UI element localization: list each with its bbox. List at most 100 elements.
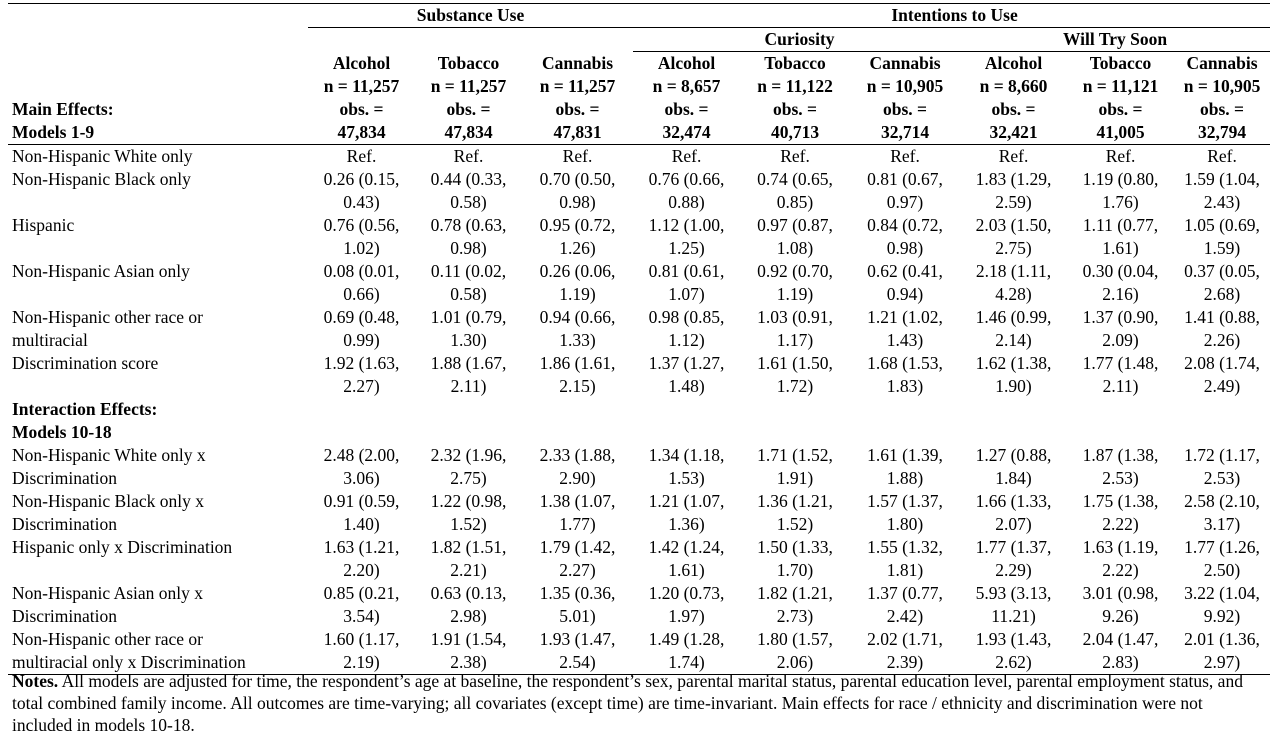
row-label: Non-Hispanic White only x Discrimination (8, 444, 308, 490)
column-obs-value: 47,831 (553, 121, 602, 142)
cell-line: 0.26 (0.15, (323, 169, 400, 189)
row-label: Non-Hispanic Asian only (8, 260, 308, 306)
table-cell: 1.75 (1.38, 2.22) (1067, 490, 1174, 536)
cell-line: 1.61) (668, 560, 705, 580)
cell-line: 0.98) (450, 238, 487, 258)
column-header-cannabis: Cannabis n = 11,257 obs. = 47,831 (522, 51, 634, 145)
cell-line: 1.91) (776, 468, 814, 488)
interaction-effects-title: Interaction Effects: (12, 399, 158, 419)
cell-line: 1.82 (1.51, (430, 537, 507, 557)
column-obs-label: obs. = (773, 99, 818, 119)
table-cell: 2.32 (1.96, 2.75) (415, 444, 522, 490)
column-n: n = 10,905 (866, 76, 944, 96)
cell-line: 1.72 (1.17, (1184, 445, 1260, 465)
table-cell: Ref. (740, 145, 850, 169)
table-cell: 1.62 (1.38, 1.90) (960, 352, 1067, 398)
column-header-cannabis: Cannabis n = 10,905 obs. = 32,714 (850, 51, 961, 145)
cell-line: 1.77 (1.26, (1184, 537, 1260, 557)
cell-line: 0.43) (343, 192, 380, 212)
cell-line: 1.81) (886, 560, 924, 580)
table-cell: 0.63 (0.13, 2.98) (415, 582, 522, 628)
interaction-effects-section: Interaction Effects: Models 10-18 (8, 398, 1270, 444)
cell-line: 1.68 (1.53, (867, 353, 943, 373)
cell-line: 1.61 (1.39, (867, 445, 943, 465)
table-cell: 1.63 (1.21, 2.20) (308, 536, 415, 582)
row-label: Hispanic only x Discrimination (8, 536, 308, 582)
cell-line: 2.59) (995, 192, 1032, 212)
cell-line: 1.61) (1102, 238, 1139, 258)
cell-line: 1.88 (1.67, (430, 353, 507, 373)
cell-line: 1.20 (0.73, (648, 583, 725, 603)
table-cell: 0.76 (0.56, 1.02) (308, 214, 415, 260)
column-obs-label: obs. = (1098, 99, 1143, 119)
blank-cell (8, 28, 308, 52)
table-cell: 1.82 (1.51, 2.21) (415, 536, 522, 582)
table-row: Non-Hispanic Black only 0.26 (0.15, 0.43) 0… (8, 168, 1270, 214)
table-cell: 0.92 (0.70, 1.19) (740, 260, 850, 306)
cell-line: 1.12 (1.00, (648, 215, 725, 235)
table-cell: 2.04 (1.47, 2.83) (1067, 628, 1175, 675)
table-cell: 0.37 (0.05, 2.68) (1174, 260, 1270, 306)
cell-line: Ref. (562, 146, 593, 166)
cell-line: 1.33) (559, 330, 596, 350)
table-row: Non-Hispanic White only Ref. Ref. Ref. Ref. R… (8, 145, 1270, 169)
table-cell: 0.91 (0.59, 1.40) (308, 490, 415, 536)
cell-line: 0.58) (450, 192, 487, 212)
cell-line: 1.53) (668, 468, 705, 488)
cell-line: 2.02 (1.71, (867, 629, 943, 649)
cell-line: 2.97) (1203, 652, 1241, 672)
cell-line: 0.76 (0.56, (323, 215, 400, 235)
cell-line: 2.06) (776, 652, 814, 672)
main-effects-title: Main Effects: (12, 99, 114, 119)
row-label-line: Discrimination (12, 468, 117, 488)
table-cell: 0.26 (0.15, 0.43) (308, 168, 415, 214)
row-label-line: Non-Hispanic Black only (12, 169, 191, 189)
table-cell: 1.37 (0.90, 2.09) (1067, 306, 1174, 352)
table-row: Hispanic only x Discrimination 1.63 (1.21… (8, 536, 1270, 582)
row-label-line: multiracial only x Discrimination (12, 652, 246, 672)
cell-line: 1.83 (1.29, (975, 169, 1052, 189)
cell-line: 2.75) (995, 238, 1032, 258)
cell-line: 0.98) (559, 192, 596, 212)
row-label-line: Hispanic (12, 215, 75, 235)
cell-line: 0.58) (450, 284, 487, 304)
table-cell: 1.49 (1.28, 1.74) (633, 628, 741, 675)
cell-line: 2.08 (1.74, (1184, 353, 1260, 373)
row-label: Non-Hispanic Black only (8, 168, 308, 214)
table-cell: 1.21 (1.02, 1.43) (850, 306, 960, 352)
column-header-row: Main Effects: Models 1-9 Alcohol n = 11,2… (8, 51, 1271, 145)
row-label: Non-Hispanic other race or multiracial on… (8, 628, 308, 675)
cell-line: 1.87 (1.38, (1082, 445, 1159, 465)
column-obs-value: 40,713 (770, 122, 820, 142)
row-label-line: Non-Hispanic Asian only x (12, 583, 204, 603)
cell-line: 1.59 (1.04, (1184, 169, 1260, 189)
cell-line: 2.75) (450, 468, 487, 488)
table-cell: 0.08 (0.01, 0.66) (308, 260, 415, 306)
cell-line: 2.42) (886, 606, 924, 626)
table-cell: Ref. (960, 145, 1067, 169)
cell-line: 3.17) (1203, 514, 1241, 534)
table-cell: 1.05 (0.69, 1.59) (1174, 214, 1270, 260)
row-label-line: Non-Hispanic other race or (12, 629, 203, 649)
cell-line: 1.27 (0.88, (975, 445, 1052, 465)
cell-line: 5.93 (3.13, (975, 583, 1052, 603)
table-cell: 0.74 (0.65, 0.85) (740, 168, 850, 214)
notes-text: All models are adjusted for time, the re… (12, 671, 1243, 735)
table-cell: 0.81 (0.61, 1.07) (633, 260, 740, 306)
cell-line: 1.71 (1.52, (757, 445, 833, 465)
column-substance: Tobacco (1089, 53, 1152, 73)
cell-line: 0.37 (0.05, (1184, 261, 1260, 281)
cell-line: 1.50 (1.33, (757, 537, 833, 557)
column-obs-label: obs. = (883, 99, 928, 119)
table-cell: 1.88 (1.67, 2.11) (415, 352, 522, 398)
cell-line: 1.52) (776, 514, 814, 534)
cell-line: 0.66) (343, 284, 380, 304)
table-cell: 1.80 (1.57, 2.06) (740, 628, 851, 675)
row-label: Hispanic (8, 214, 308, 260)
table-cell: 1.19 (0.80, 1.76) (1067, 168, 1174, 214)
cell-line: 2.73) (776, 606, 814, 626)
table-cell: 1.36 (1.21, 1.52) (740, 490, 850, 536)
column-obs-label: obs. = (339, 98, 384, 119)
table-cell: 1.46 (0.99, 2.14) (960, 306, 1067, 352)
